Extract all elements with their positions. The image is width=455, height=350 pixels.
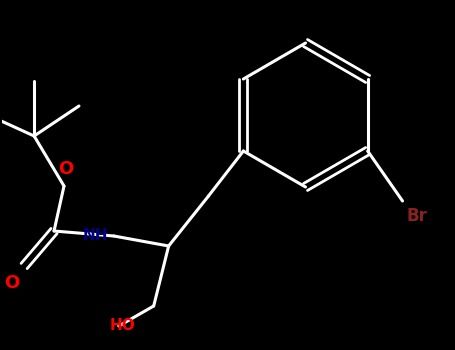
Text: Br: Br: [406, 207, 427, 225]
Text: NH: NH: [82, 229, 108, 244]
Text: O: O: [58, 160, 74, 178]
Text: HO: HO: [110, 318, 136, 333]
Text: O: O: [4, 274, 19, 292]
